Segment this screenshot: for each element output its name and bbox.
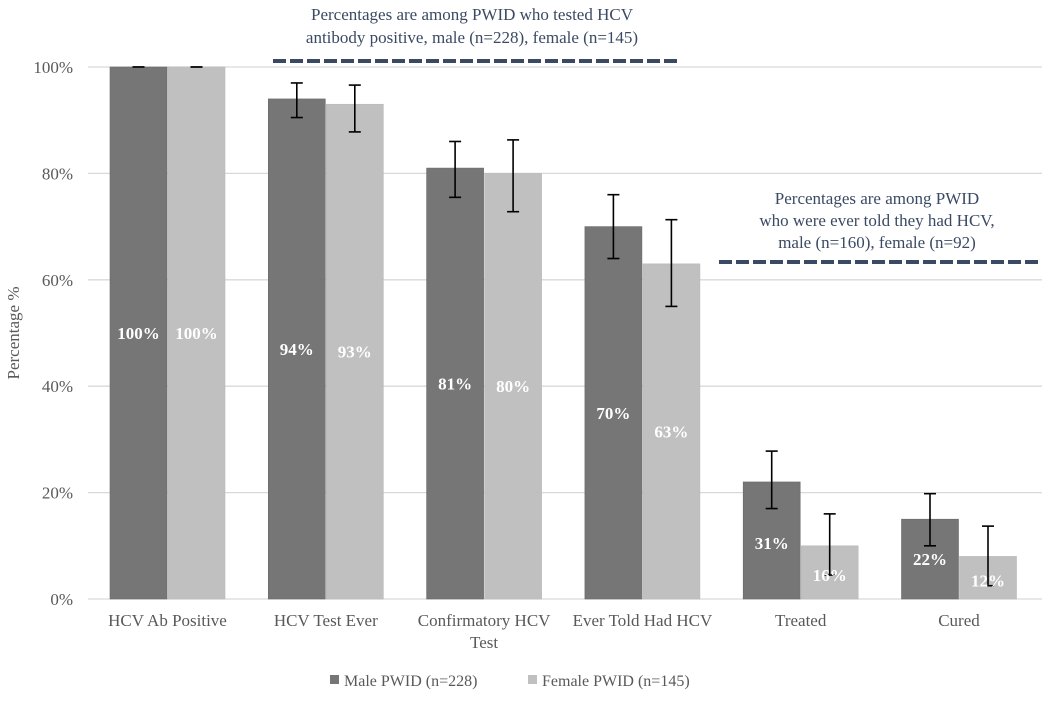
bar-male bbox=[426, 167, 484, 600]
bar-male bbox=[109, 66, 168, 600]
error-bar bbox=[607, 193, 620, 260]
data-labels: 100% 94% 81% 70% 31% 22% 100% 93% 80% 63% 16% 12% bbox=[117, 324, 1005, 590]
error-bar bbox=[290, 82, 303, 119]
bar-female bbox=[167, 66, 226, 600]
data-label: 100% bbox=[117, 324, 160, 343]
error-bar bbox=[665, 218, 678, 308]
legend-swatch-male bbox=[330, 675, 339, 684]
bar-female bbox=[325, 103, 384, 600]
y-tick-label: 100% bbox=[33, 58, 73, 77]
x-tick-label: Cured bbox=[938, 611, 980, 630]
error-bar bbox=[449, 140, 462, 199]
error-bar bbox=[348, 84, 361, 133]
y-axis: 0% 20% 40% 60% 80% 100% bbox=[33, 58, 73, 609]
x-tick-label: HCV Test Ever bbox=[274, 611, 378, 630]
x-tick-label: Confirmatory HCV bbox=[418, 611, 551, 630]
x-tick-label: Treated bbox=[775, 611, 827, 630]
data-label: 94% bbox=[280, 340, 314, 359]
annotation-2-line-2: who were ever told they had HCV, bbox=[759, 211, 994, 230]
annotation-ever-told: Percentages are among PWID who were ever… bbox=[719, 189, 1042, 264]
y-tick-label: 20% bbox=[42, 484, 73, 503]
data-label: 31% bbox=[755, 534, 789, 553]
error-bars bbox=[132, 66, 994, 587]
x-axis: HCV Ab Positive HCV Test Ever Confirmatory… bbox=[108, 611, 980, 652]
y-tick-label: 80% bbox=[42, 164, 73, 183]
data-label: 93% bbox=[338, 343, 372, 362]
legend-label-male: Male PWID (n=228) bbox=[344, 673, 477, 690]
annotation-1-line-2: antibody positive, male (n=228), female … bbox=[306, 28, 638, 47]
x-tick-label: Test bbox=[470, 633, 498, 652]
data-label: 80% bbox=[496, 377, 530, 396]
bar-female bbox=[484, 173, 542, 600]
data-label: 63% bbox=[654, 422, 688, 441]
annotation-2-line-1: Percentages are among PWID bbox=[775, 189, 979, 208]
data-label: 81% bbox=[438, 375, 472, 394]
data-label: 16% bbox=[813, 566, 847, 585]
y-axis-title: Percentage % bbox=[4, 287, 23, 380]
x-tick-label: Ever Told Had HCV bbox=[573, 611, 713, 630]
data-label: 70% bbox=[596, 404, 630, 423]
y-tick-label: 60% bbox=[42, 271, 73, 290]
data-label: 22% bbox=[913, 550, 947, 569]
annotation-2-line-3: male (n=160), female (n=92) bbox=[778, 233, 976, 252]
error-bar bbox=[982, 525, 994, 587]
legend: Male PWID (n=228) Female PWID (n=145) bbox=[330, 673, 690, 690]
bar-male bbox=[267, 98, 326, 600]
data-label: 100% bbox=[175, 324, 218, 343]
annotation-1-line-1: Percentages are among PWID who tested HC… bbox=[311, 5, 634, 24]
y-tick-label: 40% bbox=[42, 377, 73, 396]
error-bar bbox=[765, 450, 778, 510]
error-bar bbox=[507, 139, 520, 213]
data-label: 12% bbox=[971, 571, 1005, 590]
gridlines bbox=[88, 66, 1042, 600]
error-bar bbox=[823, 513, 836, 576]
annotation-antibody-positive: Percentages are among PWID who tested HC… bbox=[273, 5, 677, 63]
y-tick-label: 0% bbox=[50, 590, 73, 609]
error-bar bbox=[924, 492, 936, 547]
legend-label-female: Female PWID (n=145) bbox=[542, 673, 690, 690]
x-tick-label: HCV Ab Positive bbox=[108, 611, 227, 630]
bars bbox=[109, 66, 1017, 600]
bar-female bbox=[642, 263, 701, 600]
legend-swatch-female bbox=[528, 675, 537, 684]
